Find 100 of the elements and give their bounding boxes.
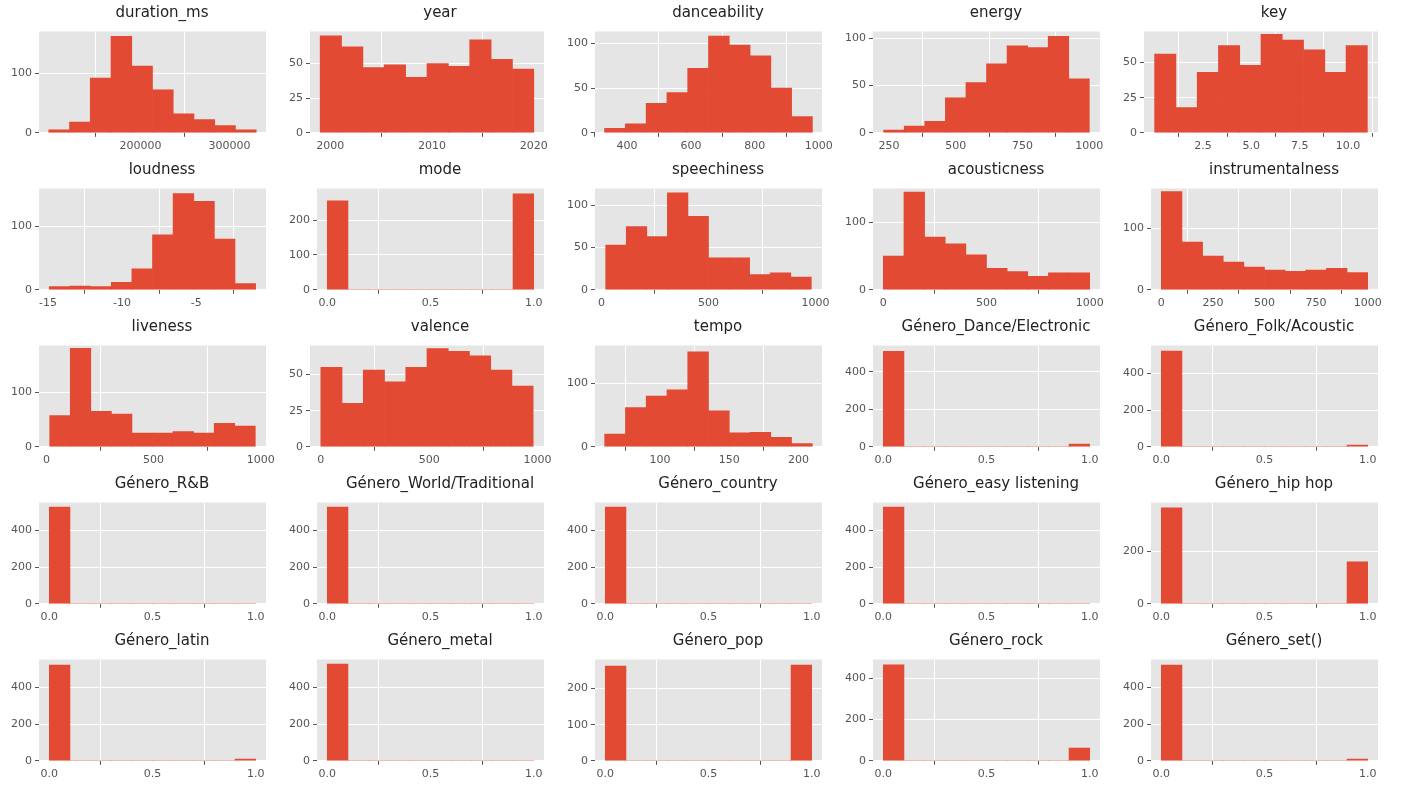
x-tick-label: 2000: [316, 139, 345, 153]
y-tick-label: 0: [1137, 439, 1144, 453]
y-tick-label: 0: [859, 596, 866, 610]
y-tick-label: 0: [303, 282, 310, 296]
chart-title: Género_rock: [947, 630, 1045, 650]
x-tick-label: 100: [649, 453, 671, 467]
y-tick-label: 100: [11, 384, 32, 398]
y-tick-label: 400: [289, 523, 310, 537]
x-tick-label: 1.0: [1080, 453, 1099, 467]
x-tick-label: 10.0: [1335, 139, 1361, 153]
chart-title: Género_latin: [113, 630, 211, 650]
y-tick-label: 50: [289, 367, 303, 381]
y-tick-label: 200: [289, 212, 310, 226]
chart-title: Género_metal: [386, 630, 494, 650]
x-tick-label: 500: [143, 453, 165, 467]
chart-title: Género_pop: [671, 630, 765, 650]
x-tick-label: 1.0: [524, 767, 543, 781]
y-tick-label: 200: [845, 402, 866, 416]
x-tick-label: 2010: [418, 139, 447, 153]
x-tick-label: 200000: [119, 139, 162, 153]
y-tick-label: 400: [11, 523, 32, 537]
chart-title: speechiness: [670, 159, 766, 179]
y-tick-label: 0: [296, 439, 303, 453]
x-tick-label: 750: [1012, 139, 1034, 153]
x-tick-label: -15: [38, 296, 57, 310]
y-tick-label: 0: [296, 125, 303, 139]
x-tick-label: 0.0: [874, 610, 893, 624]
y-tick-label: 200: [289, 559, 310, 573]
x-tick-label: 5.0: [1242, 139, 1261, 153]
x-tick-label: 0.5: [421, 296, 440, 310]
x-tick-label: 2.5: [1194, 139, 1212, 153]
x-tick-label: 1.0: [1358, 453, 1377, 467]
x-tick-label: 0.5: [977, 453, 996, 467]
y-tick-label: 50: [1123, 55, 1137, 69]
x-tick-label: -5: [190, 296, 202, 310]
x-tick-label: 0.5: [977, 610, 996, 624]
x-tick-label: 0.0: [1152, 767, 1171, 781]
y-tick-label: 50: [574, 80, 588, 94]
y-tick-label: 200: [289, 716, 310, 730]
y-tick-label: 0: [1137, 596, 1144, 610]
chart-title: loudness: [127, 159, 197, 179]
y-tick-label: 100: [11, 66, 32, 80]
x-tick-label: 0.5: [421, 610, 440, 624]
x-tick-label: 0.0: [874, 453, 893, 467]
y-tick-label: 200: [567, 681, 588, 695]
x-tick-label: 0.5: [977, 767, 996, 781]
y-tick-label: 100: [567, 198, 588, 212]
chart-title: Género_easy listening: [912, 473, 1080, 493]
x-tick-label: 0: [879, 296, 887, 310]
y-tick-label: 0: [859, 125, 866, 139]
y-tick-label: 200: [567, 559, 588, 573]
x-tick-label: 0.5: [699, 767, 718, 781]
x-tick-label: 0.5: [421, 767, 440, 781]
x-tick-label: 600: [680, 139, 702, 153]
x-tick-label: 2020: [519, 139, 548, 153]
y-tick-label: 25: [289, 403, 303, 417]
chart-title: Género_World/Traditional: [344, 473, 536, 493]
chart-title: year: [422, 2, 458, 22]
y-tick-label: 50: [852, 78, 866, 92]
y-tick-label: 0: [859, 753, 866, 767]
x-tick-label: 7.5: [1290, 139, 1309, 153]
y-tick-label: 400: [1123, 680, 1144, 694]
chart-title: instrumentalness: [1208, 159, 1340, 179]
y-tick-label: 400: [1123, 366, 1144, 380]
x-tick-label: 0.5: [1255, 767, 1274, 781]
x-tick-label: 1.0: [1358, 610, 1377, 624]
chart-title: danceability: [671, 2, 765, 22]
x-tick-label: 500: [418, 453, 440, 467]
x-tick-label: 400: [616, 139, 638, 153]
x-tick-label: 300000: [208, 139, 251, 153]
y-tick-label: 50: [289, 56, 303, 70]
x-tick-label: 0.5: [1255, 453, 1274, 467]
y-tick-label: 0: [581, 596, 588, 610]
x-tick-label: 1.0: [1358, 767, 1377, 781]
x-tick-label: 0.0: [318, 610, 337, 624]
y-tick-label: 0: [581, 753, 588, 767]
x-tick-label: 1000: [1353, 296, 1382, 310]
x-tick-label: 0.0: [40, 610, 59, 624]
y-tick-label: 200: [1123, 544, 1144, 558]
y-tick-label: 0: [1130, 125, 1137, 139]
y-tick-label: 0: [303, 596, 310, 610]
chart-title: Género_Dance/Electronic: [900, 316, 1092, 336]
y-tick-label: 0: [581, 282, 588, 296]
x-tick-label: 0.5: [143, 767, 162, 781]
x-tick-label: 0.0: [874, 767, 893, 781]
x-tick-label: 1.0: [802, 610, 821, 624]
x-tick-label: 0.5: [1255, 610, 1274, 624]
y-tick-label: 0: [25, 439, 32, 453]
y-tick-label: 25: [289, 91, 303, 104]
x-tick-label: 500: [945, 139, 967, 153]
x-tick-label: 1.0: [524, 296, 543, 310]
x-tick-label: 1.0: [802, 767, 821, 781]
chart-title: mode: [417, 159, 463, 179]
chart-title: Género_Folk/Acoustic: [1192, 316, 1356, 336]
y-tick-label: 100: [567, 717, 588, 731]
x-tick-label: 0.0: [1152, 610, 1171, 624]
x-tick-label: 1000: [804, 139, 833, 153]
chart-title: Género_R&B: [113, 473, 211, 493]
y-tick-label: 0: [859, 282, 866, 296]
y-tick-label: 0: [25, 125, 32, 139]
